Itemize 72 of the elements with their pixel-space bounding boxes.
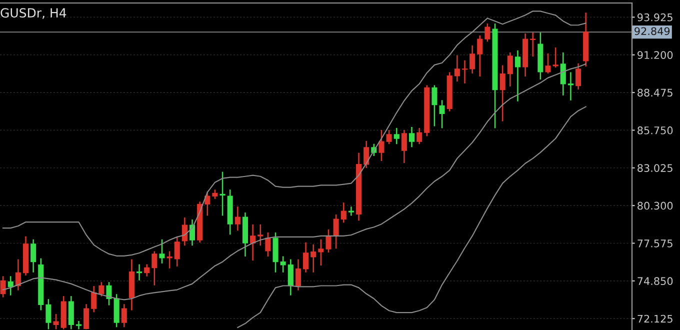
candlestick (416, 128, 422, 144)
candlestick (310, 244, 316, 272)
candlestick (68, 296, 74, 330)
candlestick (152, 251, 158, 286)
candlestick (545, 53, 551, 74)
candlestick (364, 140, 370, 168)
candlestick (30, 239, 36, 272)
candlestick (182, 218, 188, 246)
candlestick (234, 206, 240, 231)
y-tick-label: 88.475 (638, 88, 672, 97)
y-tick-label: 93.925 (638, 13, 672, 22)
candlestick (552, 47, 558, 68)
candlestick (348, 206, 354, 216)
candlestick (378, 130, 384, 161)
candlestick (46, 299, 52, 330)
y-tick-label: 85.750 (638, 126, 673, 134)
candlestick (159, 239, 165, 264)
y-tick-label: 83.025 (638, 164, 672, 172)
candlestick (220, 172, 226, 216)
candlestick (394, 128, 400, 144)
candlestick (530, 32, 536, 57)
candlestick (340, 202, 346, 223)
candlestick (258, 224, 264, 246)
candlestick (76, 320, 82, 330)
y-tick-label: 77.575 (638, 240, 672, 248)
candlestick (470, 45, 476, 74)
candlestick (272, 232, 278, 272)
candlestick (575, 63, 582, 90)
candlestick (53, 314, 59, 330)
ref-line-label: 92.849 (634, 27, 670, 36)
candlestick (265, 232, 271, 257)
candlestick (560, 52, 566, 96)
candlestick (8, 276, 14, 296)
candlestick (568, 72, 574, 100)
candlestick (15, 259, 21, 290)
candlestick (280, 256, 286, 272)
y-tick-label: 91.200 (638, 51, 673, 59)
candlestick (84, 304, 90, 330)
line-series (237, 106, 586, 328)
y-tick-label: 80.300 (638, 202, 673, 210)
candlestick (114, 294, 120, 328)
candlestick (401, 130, 407, 164)
candlestick (288, 259, 294, 296)
candlestick (432, 85, 438, 126)
candlestick (98, 282, 104, 296)
candlestick (318, 239, 324, 266)
y-tick-label: 72.125 (638, 314, 672, 323)
candlestick (0, 276, 6, 298)
candlestick (484, 24, 490, 42)
candlestick (477, 35, 483, 76)
candlestick (408, 126, 415, 148)
candlestick (166, 251, 172, 268)
candlestick (462, 60, 468, 84)
candlestick (250, 224, 256, 261)
candlestick (507, 52, 513, 86)
candlestick (454, 55, 460, 82)
candlestick (106, 282, 112, 306)
candlestick (91, 286, 97, 312)
candlestick (333, 214, 339, 249)
candlestick (136, 264, 142, 280)
candlestick (303, 242, 309, 272)
candlestick (500, 65, 506, 122)
candlestick (439, 100, 445, 128)
chart-title: GUSDr, H4 (0, 8, 66, 19)
candlestick (121, 304, 127, 328)
candlestick (386, 130, 392, 144)
y-tick-label: 74.850 (638, 277, 673, 286)
candlestick (144, 264, 150, 276)
candlestick (174, 237, 180, 266)
candlestick (514, 50, 520, 102)
candlestick (326, 229, 332, 253)
candlestick (295, 259, 301, 290)
